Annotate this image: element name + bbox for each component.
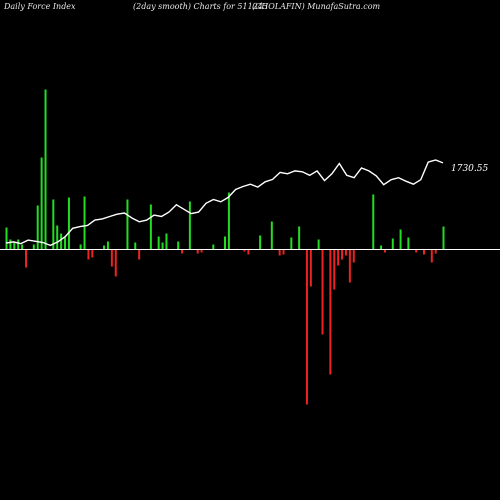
force-index-bar-112: [442, 226, 445, 250]
force-index-bar-77: [305, 249, 308, 405]
force-index-bar-0: [5, 227, 8, 250]
force-index-bar-39: [157, 236, 160, 250]
force-index-bar-78: [309, 249, 312, 287]
force-index-bar-56: [224, 236, 226, 250]
force-index-bar-97: [383, 249, 386, 253]
force-index-bar-47: [188, 201, 191, 250]
chart-title-right: (CHOLAFIN) MunafaSutra.com: [252, 2, 381, 11]
force-index-bar-62: [247, 249, 250, 255]
force-index-bar-50: [200, 249, 203, 253]
force-index-bar-103: [407, 237, 410, 250]
force-index-bar-19: [79, 244, 82, 250]
force-index-bar-26: [106, 241, 109, 250]
force-index-bar-81: [321, 249, 324, 335]
force-index-bar-57: [227, 192, 230, 250]
force-index-bar-40: [161, 242, 164, 250]
force-index-bar-9: [40, 157, 43, 250]
force-index-bar-33: [134, 242, 137, 250]
force-index-bar-20: [83, 196, 86, 250]
price-line: [5, 159, 444, 247]
force-index-bar-4: [21, 244, 24, 250]
force-index-bar-22: [91, 249, 94, 258]
force-index-bar-31: [126, 199, 129, 250]
force-index-bar-80: [317, 239, 320, 250]
force-index-bar-21: [87, 249, 90, 260]
force-index-bar-53: [212, 244, 215, 250]
force-index-bar-1: [9, 239, 12, 250]
force-index-bar-15: [64, 236, 67, 250]
force-index-bar-45: [181, 249, 184, 254]
force-index-bar-86: [341, 249, 344, 260]
force-index-bar-83: [329, 249, 332, 375]
force-index-bar-37: [149, 204, 152, 250]
force-index-bar-109: [430, 249, 433, 263]
chart-title-center: (2day smooth) Charts for 511243: [133, 2, 268, 11]
force-index-bar-44: [177, 241, 180, 250]
force-index-bar-16: [67, 197, 70, 250]
force-index-bar-85: [337, 249, 340, 266]
force-index-bar-61: [243, 249, 246, 252]
force-index-bar-70: [278, 249, 281, 256]
force-index-bar-96: [380, 245, 383, 250]
force-index-bars: [5, 89, 445, 405]
force-index-bar-105: [415, 249, 418, 253]
force-index-bar-68: [270, 221, 273, 250]
force-index-bar-71: [282, 249, 285, 255]
force-index-bar-2: [13, 242, 16, 250]
force-index-bar-110: [434, 249, 437, 254]
force-index-bar-5: [25, 249, 28, 268]
force-index-bar-89: [352, 249, 355, 263]
force-index-bar-34: [138, 249, 141, 260]
force-index-bar-75: [298, 226, 301, 250]
force-index-bar-84: [333, 249, 336, 290]
force-index-bar-94: [372, 194, 375, 250]
force-index-bar-25: [103, 245, 106, 250]
force-index-bar-49: [196, 249, 199, 254]
force-index-bar-73: [290, 237, 293, 250]
force-index-bar-88: [348, 249, 351, 283]
force-index-bar-8: [36, 205, 39, 250]
force-index-bar-13: [56, 225, 59, 250]
force-index-bar-12: [52, 199, 55, 250]
chart-title-left: Daily Force Index: [4, 2, 76, 11]
force-index-bar-14: [60, 233, 63, 250]
force-index-bar-87: [344, 249, 347, 256]
force-index-bar-65: [259, 235, 262, 250]
force-index-bar-107: [422, 249, 425, 255]
force-index-bar-27: [110, 249, 113, 267]
force-index-bar-3: [17, 239, 20, 250]
force-index-bar-101: [399, 229, 402, 250]
force-index-bar-41: [165, 233, 168, 250]
last-price-label: 1730.55: [451, 164, 488, 174]
force-index-bar-10: [44, 89, 47, 250]
force-index-bar-28: [114, 249, 117, 277]
force-index-bar-99: [391, 238, 394, 250]
force-index-bar-7: [32, 244, 35, 250]
